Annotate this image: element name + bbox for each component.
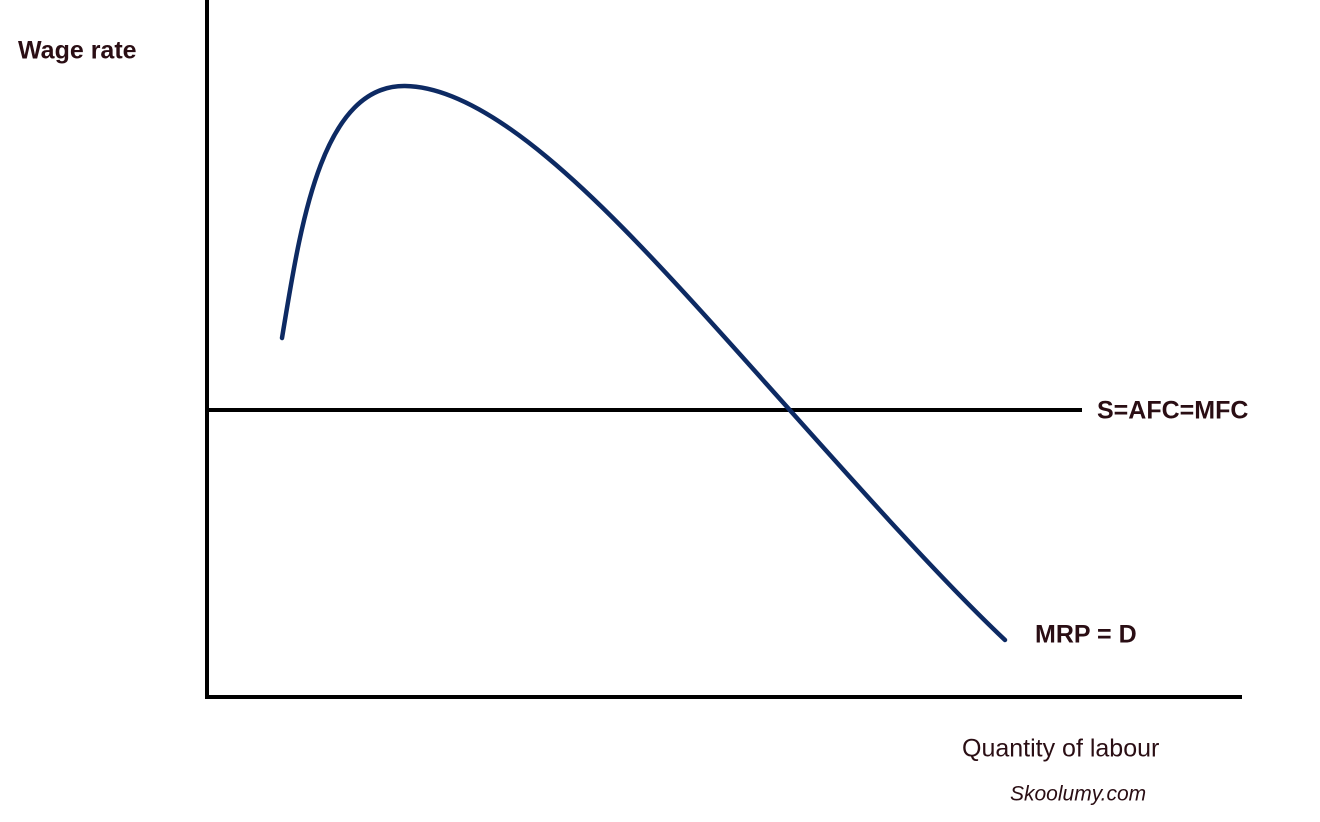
- y-axis-label: Wage rate: [18, 37, 137, 65]
- supply-label: S=AFC=MFC: [1097, 397, 1248, 425]
- x-axis-label: Quantity of labour: [962, 735, 1159, 763]
- demand-label: MRP = D: [1035, 621, 1137, 649]
- watermark: Skoolumy.com: [1010, 783, 1146, 806]
- mrp-curve: [279, 83, 1008, 643]
